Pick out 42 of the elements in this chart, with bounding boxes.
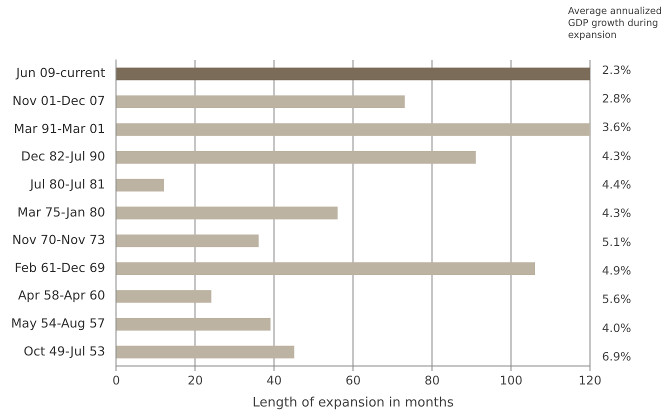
bar	[116, 95, 405, 108]
x-tick-label: 80	[424, 373, 440, 388]
text: 4.9%	[602, 263, 632, 278]
y-tick-label: Feb 61-Dec 69	[14, 260, 106, 275]
y-tick-label: Apr 58-Apr 60	[18, 288, 106, 303]
y-tick-label: Oct 49-Jul 53	[24, 343, 106, 358]
bar	[116, 262, 536, 275]
text: 6.9%	[602, 349, 632, 364]
x-tick-label: 0	[112, 373, 120, 388]
bar	[116, 68, 590, 80]
y-tick-label: Nov 70-Nov 73	[12, 232, 106, 248]
y-tick-label: Jun 09-current	[15, 65, 106, 80]
text: 3.6%	[602, 120, 632, 134]
bar	[116, 151, 476, 164]
bar	[116, 290, 212, 303]
bar	[116, 178, 164, 192]
text: 4.0%	[602, 320, 632, 335]
text: 2.8%	[602, 92, 632, 106]
x-tick-label: 60	[345, 373, 361, 388]
bar	[116, 206, 338, 220]
text: 4.3%	[602, 206, 632, 220]
y-tick-label: May 54-Aug 57	[10, 316, 106, 331]
y-tick-label: Jul 80-Jul 81	[29, 176, 106, 192]
bar	[116, 234, 259, 248]
text: 5.1%	[602, 234, 632, 249]
x-tick-label: 120	[578, 373, 602, 388]
x-tick-label: 100	[500, 373, 522, 388]
text: 4.3%	[602, 148, 632, 163]
y-tick-label: Nov 01-Dec 07	[12, 92, 106, 108]
x-axis-title: Length of expansion in months	[252, 396, 454, 411]
bar	[116, 123, 590, 136]
text: 5.6%	[602, 292, 632, 306]
text: 4.4%	[602, 178, 632, 192]
bar	[116, 346, 294, 358]
y-tick-label: Mar 75-Jan 80	[17, 204, 106, 220]
y-tick-label: Mar 91-Mar 01	[14, 120, 106, 136]
x-tick-label: 20	[188, 373, 203, 388]
x-tick-label: 40	[266, 373, 282, 388]
text: Average annualized GDP growth during expansion	[568, 6, 663, 42]
bar	[116, 318, 271, 331]
y-tick-label: Dec 82-Jul 90	[20, 148, 106, 164]
text: 2.3%	[602, 62, 632, 77]
